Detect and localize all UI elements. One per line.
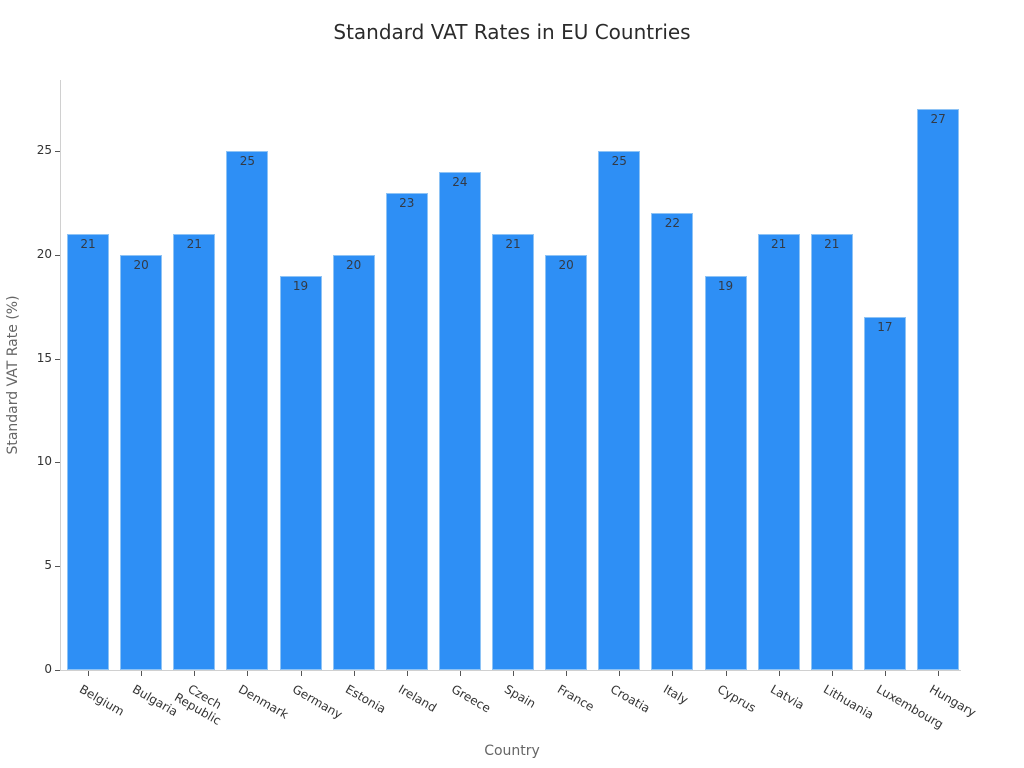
x-tick <box>513 671 515 676</box>
x-tick <box>459 671 461 676</box>
bar[interactable] <box>863 317 906 670</box>
bar[interactable] <box>757 234 800 670</box>
bar-value-label: 22 <box>664 216 681 231</box>
y-tick-label: 5 <box>44 558 52 573</box>
x-tick <box>778 671 780 676</box>
x-tick-label: Latvia <box>767 682 807 713</box>
x-tick-label: Czech Republic <box>172 681 225 728</box>
x-tick-label: Ireland <box>395 682 439 715</box>
x-tick-label: Croatia <box>608 682 653 716</box>
x-tick <box>247 671 249 676</box>
bar[interactable] <box>332 254 375 670</box>
x-tick-label: Germany <box>289 682 345 722</box>
x-axis-title: Country <box>484 743 540 759</box>
x-tick-label: Denmark <box>236 682 292 722</box>
chart-title: Standard VAT Rates in EU Countries <box>333 20 691 44</box>
x-tick-label: Greece <box>448 682 493 716</box>
bar-value-label: 21 <box>824 237 840 252</box>
x-tick <box>194 671 196 676</box>
bar-value-label: 25 <box>611 154 627 168</box>
bar[interactable] <box>385 192 428 670</box>
bar[interactable] <box>545 254 588 670</box>
y-tick <box>55 670 60 671</box>
x-tick <box>619 671 621 676</box>
bar-value-label: 20 <box>133 257 149 272</box>
bar-value-label: 21 <box>80 237 96 252</box>
bar-value-label: 24 <box>452 174 468 189</box>
x-tick <box>406 671 408 676</box>
y-tick <box>55 462 60 464</box>
bar-value-label: 21 <box>186 237 202 252</box>
x-tick <box>725 671 727 676</box>
bar[interactable] <box>438 171 481 670</box>
y-tick <box>55 151 60 152</box>
bar[interactable] <box>810 234 853 670</box>
bar[interactable] <box>67 234 109 670</box>
bar-value-label: 19 <box>717 278 734 293</box>
y-tick-label: 20 <box>36 246 52 261</box>
x-tick-label: Lithuania <box>820 682 876 722</box>
bar-value-label: 20 <box>346 257 362 272</box>
bar[interactable] <box>173 234 216 670</box>
x-tick <box>88 671 89 676</box>
bar[interactable] <box>492 234 535 670</box>
y-tick-label: 0 <box>44 662 52 676</box>
bar-value-label: 25 <box>239 154 256 168</box>
x-tick-label: Italy <box>661 682 691 708</box>
x-tick-label: Belgium <box>77 682 127 719</box>
x-tick <box>831 671 833 676</box>
bar-value-label: 21 <box>505 237 521 252</box>
bar[interactable] <box>651 213 694 670</box>
bar-value-label: 21 <box>771 237 787 252</box>
bar-value-label: 17 <box>877 320 893 335</box>
x-tick <box>938 671 940 676</box>
bar-value-label: 23 <box>399 195 415 210</box>
y-axis-line <box>60 80 61 671</box>
bar-value-label: 19 <box>292 278 309 293</box>
x-axis-line <box>60 670 961 671</box>
y-tick <box>55 566 60 568</box>
y-axis-title: Standard VAT Rate (%) <box>5 295 21 455</box>
y-tick-label: 15 <box>36 350 52 365</box>
bar[interactable] <box>279 275 322 670</box>
x-tick-label: Cyprus <box>714 682 758 716</box>
bar-value-label: 20 <box>558 257 574 272</box>
x-tick <box>300 671 302 676</box>
x-tick <box>141 671 143 676</box>
bar[interactable] <box>226 151 269 670</box>
bar[interactable] <box>917 109 960 670</box>
y-tick-label: 25 <box>36 143 52 157</box>
bar[interactable] <box>598 151 641 670</box>
bar-value-label: 27 <box>930 112 946 127</box>
x-tick-label: Estonia <box>342 682 388 717</box>
x-tick-label: Spain <box>502 682 539 711</box>
x-tick <box>566 671 568 676</box>
bar[interactable] <box>120 254 163 670</box>
y-tick <box>55 254 60 256</box>
bar[interactable] <box>704 275 747 670</box>
x-tick-label: France <box>555 682 597 715</box>
y-tick <box>55 358 60 360</box>
x-tick <box>672 671 674 676</box>
y-tick-label: 10 <box>36 454 52 469</box>
x-tick <box>884 671 886 676</box>
x-tick <box>353 671 355 676</box>
